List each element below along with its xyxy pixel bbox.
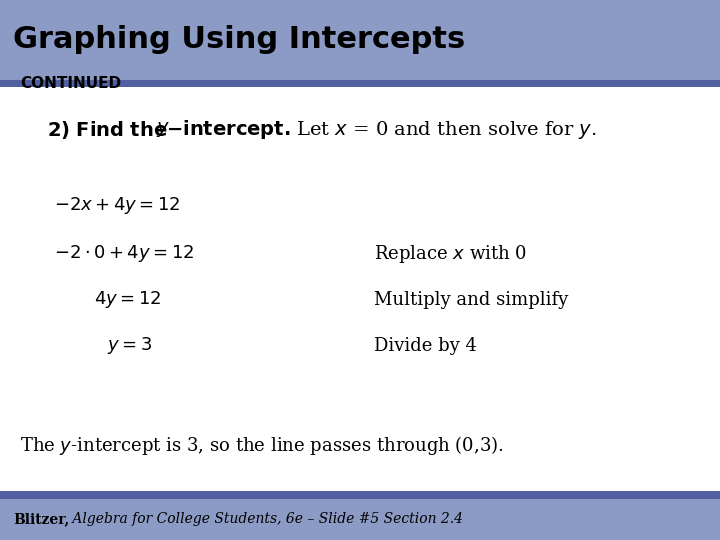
Text: The $y$-intercept is 3, so the line passes through (0,3).: The $y$-intercept is 3, so the line pass… — [20, 434, 504, 457]
Text: $\mathbf{-intercept.}$: $\mathbf{-intercept.}$ — [166, 118, 290, 141]
Text: Let $x$ = 0 and then solve for $y$.: Let $x$ = 0 and then solve for $y$. — [284, 119, 597, 140]
Bar — [0, 491, 720, 499]
Bar — [0, 0, 720, 80]
Text: Divide by 4: Divide by 4 — [374, 336, 477, 355]
Text: Multiply and simplify: Multiply and simplify — [374, 291, 569, 309]
Text: Replace $x$ with 0: Replace $x$ with 0 — [374, 243, 528, 265]
Text: Blitzer,: Blitzer, — [13, 512, 69, 526]
Text: $4y=12$: $4y=12$ — [94, 289, 161, 310]
Bar — [0, 499, 720, 540]
Text: $-2x+4y=12$: $-2x+4y=12$ — [54, 195, 181, 215]
Text: CONTINUED: CONTINUED — [20, 76, 121, 91]
Text: $-2 \cdot 0+4y=12$: $-2 \cdot 0+4y=12$ — [54, 244, 194, 264]
Text: $y=3$: $y=3$ — [107, 335, 152, 356]
Text: $\mathbf{2)\ Find\ the}$: $\mathbf{2)\ Find\ the}$ — [47, 119, 168, 140]
Bar — [0, 80, 720, 87]
Text: Algebra for College Students, 6e – Slide #5 Section 2.4: Algebra for College Students, 6e – Slide… — [68, 512, 464, 526]
Text: $\mathbf{\mathit{y}}$: $\mathbf{\mathit{y}}$ — [156, 120, 171, 139]
Text: Graphing Using Intercepts: Graphing Using Intercepts — [13, 25, 465, 55]
